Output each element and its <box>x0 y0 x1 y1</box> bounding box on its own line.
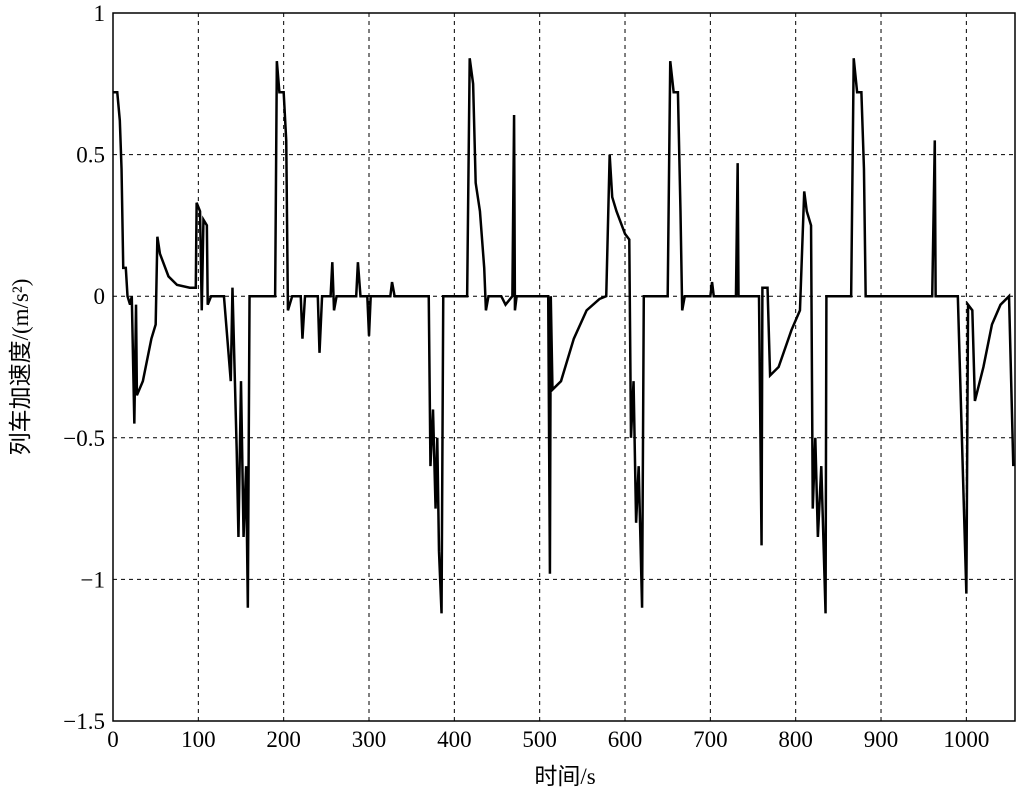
y-tick-label: −0.5 <box>63 426 105 451</box>
x-axis-label: 时间/s <box>534 764 595 789</box>
x-tick-label: 800 <box>778 727 813 752</box>
x-tick-label: 700 <box>693 727 728 752</box>
y-tick-label: 1 <box>94 1 106 26</box>
x-tick-label: 1000 <box>943 727 989 752</box>
y-tick-label: −1.5 <box>63 709 105 734</box>
x-tick-label: 600 <box>608 727 643 752</box>
x-tick-label: 900 <box>864 727 899 752</box>
y-tick-label: 0 <box>94 284 106 309</box>
x-tick-label: 500 <box>522 727 557 752</box>
plot-frame <box>112 12 1016 722</box>
x-tick-label: 200 <box>266 727 301 752</box>
x-tick-label: 400 <box>437 727 472 752</box>
y-axis-label: 列车加速度/(m/s²) <box>8 279 33 456</box>
x-tick-label: 300 <box>352 727 387 752</box>
x-tick-label: 100 <box>181 727 216 752</box>
y-tick-label: 0.5 <box>76 143 105 168</box>
x-tick-label: 0 <box>107 727 119 752</box>
data-line <box>113 58 1015 614</box>
y-tick-label: −1 <box>81 567 105 592</box>
